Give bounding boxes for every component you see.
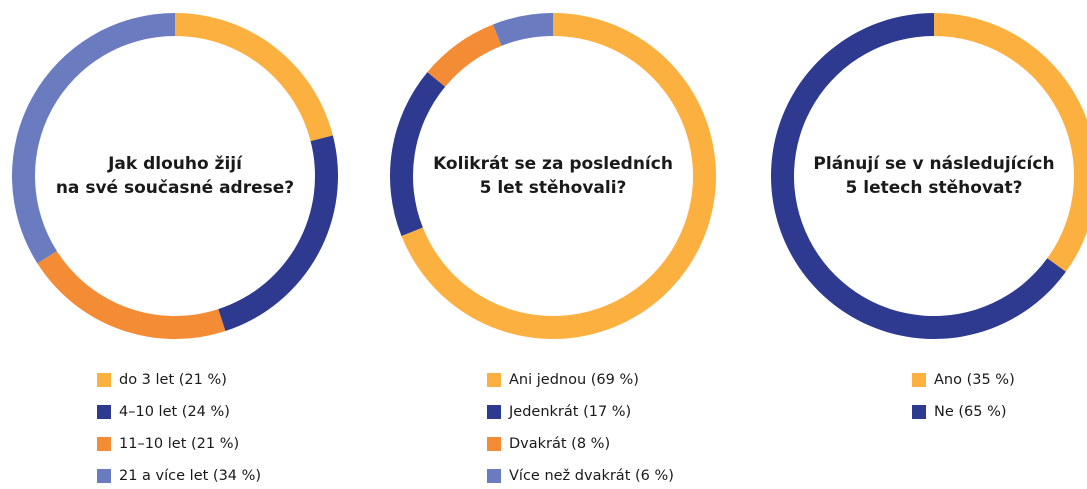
legend-name: Dvakrát <box>509 436 567 452</box>
donut-slice <box>492 13 553 46</box>
legend-name: Ani jednou <box>509 372 586 388</box>
legend-name: 4–10 let <box>119 404 177 420</box>
legend-swatch <box>912 373 926 387</box>
legend-swatch <box>487 373 501 387</box>
legend-swatch <box>912 405 926 419</box>
chart-title: na své současné adrese? <box>56 178 294 198</box>
chart-title: 5 letech stěhovat? <box>846 178 1023 198</box>
legend-label: Dvakrát (8 %) <box>509 436 610 452</box>
legend-label: 21 a více let (34 %) <box>119 468 261 484</box>
legend-label: Ani jednou (69 %) <box>509 372 639 388</box>
legend-name: Více než dvakrát <box>509 468 631 484</box>
chart-title: Plánují se v následujících <box>813 154 1054 174</box>
legend-swatch <box>97 469 111 483</box>
legend-label: Jedenkrát (17 %) <box>508 404 631 420</box>
donut-slice <box>218 135 338 332</box>
legend-name: do 3 let <box>119 372 174 388</box>
legend-value: (21 %) <box>191 436 239 452</box>
legend-label: Ne (65 %) <box>934 404 1007 420</box>
legend-label: 4–10 let (24 %) <box>119 404 230 420</box>
donut-slice <box>37 251 226 339</box>
donut-slice <box>934 13 1087 272</box>
legend-swatch <box>97 437 111 451</box>
legend-swatch <box>487 469 501 483</box>
legend-name: Ano <box>934 372 962 388</box>
legend-value: (35 %) <box>967 372 1015 388</box>
legend-name: 21 a více let <box>119 468 209 484</box>
chart-title: Jak dlouho žijí <box>107 154 243 174</box>
donut-slice <box>175 13 333 142</box>
legend-label: Více než dvakrát (6 %) <box>509 468 674 484</box>
legend-value: (65 %) <box>958 404 1006 420</box>
legend-swatch <box>97 405 111 419</box>
legend-swatch <box>487 437 501 451</box>
legend-swatch <box>97 373 111 387</box>
donut-slice <box>12 13 175 264</box>
legend-value: (69 %) <box>591 372 639 388</box>
legend-value: (24 %) <box>182 404 230 420</box>
legend-name: 11–10 let <box>119 436 187 452</box>
legend-name: Jedenkrát <box>508 404 579 420</box>
legend-name: Ne <box>934 404 954 420</box>
legend-value: (8 %) <box>571 436 610 452</box>
legend-label: 11–10 let (21 %) <box>119 436 239 452</box>
legend-value: (17 %) <box>583 404 631 420</box>
legend-swatch <box>487 405 501 419</box>
donut-slice <box>427 24 502 87</box>
donut-slice <box>390 72 446 237</box>
chart-title: Kolikrát se za posledních <box>433 154 673 174</box>
legend-value: (34 %) <box>213 468 261 484</box>
legend-label: do 3 let (21 %) <box>119 372 227 388</box>
legend-value: (21 %) <box>179 372 227 388</box>
legend-label: Ano (35 %) <box>934 372 1015 388</box>
legend-value: (6 %) <box>635 468 674 484</box>
chart-title: 5 let stěhovali? <box>480 178 627 198</box>
